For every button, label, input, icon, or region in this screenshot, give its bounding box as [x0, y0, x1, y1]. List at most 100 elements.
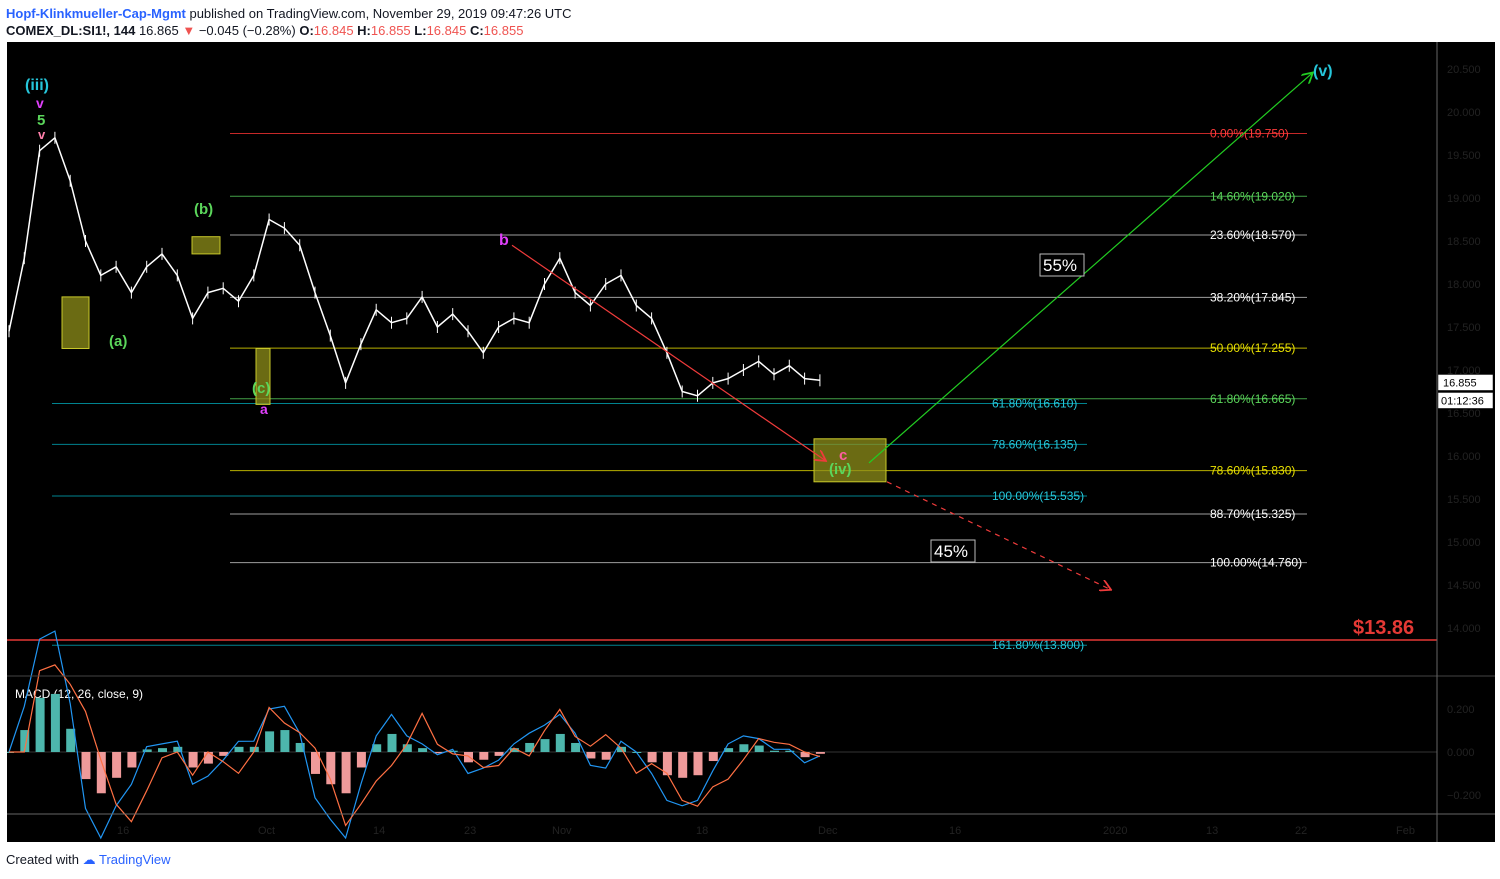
low-label: L: [414, 23, 427, 38]
fib-level-label: 61.80%(16.610) [992, 397, 1077, 411]
macd-histogram-bar [96, 752, 106, 794]
support-label: $13.86 [1353, 617, 1414, 639]
chart-header: Hopf-Klinkmueller-Cap-Mgmt published on … [6, 4, 1496, 40]
macd-histogram-bar [203, 752, 213, 764]
time-tick-label: Dec [818, 825, 838, 837]
macd-tick-label: −0.200 [1447, 790, 1481, 802]
symbol-line: COMEX_DL:SI1!, 144 16.865 ▼ −0.045 (−0.2… [6, 23, 523, 38]
macd-title: MACD (12, 26, close, 9) [15, 687, 143, 701]
macd-histogram-bar [815, 752, 825, 754]
fib-level-label: 61.80%(16.665) [1210, 392, 1295, 406]
price-tick-label: 14.500 [1447, 580, 1481, 592]
fib-level-label: 50.00%(17.255) [1210, 341, 1295, 355]
wave-zone-box [61, 296, 90, 349]
macd-histogram-bar [142, 749, 152, 752]
wave-labels: (iii)v5v(a)(b)(c)abc(iv)(v) [25, 63, 1333, 478]
high-label: H: [357, 23, 371, 38]
macd-histogram-bar [708, 752, 718, 762]
macd-histogram-bar [739, 744, 749, 752]
wave-label-v-pink: v [38, 127, 46, 142]
countdown-box [1437, 392, 1494, 409]
macd-histogram-bar [81, 752, 91, 780]
wave-label-c-paren: (c) [252, 380, 270, 397]
countdown-label: 01:12:36 [1441, 395, 1484, 407]
price-change: −0.045 (−0.28%) [198, 23, 296, 38]
macd-histogram-bar [601, 752, 611, 760]
macd-histogram-bar [662, 752, 672, 776]
price-tick-label: 15.000 [1447, 537, 1481, 549]
footer: Created with ☁ TradingView [6, 852, 171, 868]
arrow-down-red [511, 244, 825, 460]
time-tick-label: 13 [1206, 825, 1218, 837]
time-tick-label: 2020 [1103, 825, 1127, 837]
wave-zone-box [191, 236, 221, 255]
macd-histogram-bar [540, 739, 550, 752]
chart-area[interactable]: 0.00%(19.750) 14.60%(19.020) 23.60%(18.570… [5, 42, 1495, 842]
chart-background [7, 42, 1495, 842]
macd-histogram-bar [326, 752, 336, 785]
fib-level-label: 38.20%(17.845) [1210, 290, 1295, 304]
macd-histogram-bar [50, 693, 60, 752]
price-tick-label: 19.000 [1447, 193, 1481, 205]
time-tick-label: Nov [552, 825, 572, 837]
macd-histogram-bar [754, 745, 764, 752]
current-price-box [1437, 374, 1494, 391]
time-tick-label: 23 [464, 825, 476, 837]
macd-histogram-bar [448, 750, 458, 752]
macd-histogram-bar [647, 752, 657, 763]
wave-zone-box [255, 348, 271, 405]
macd-histogram-bar [356, 752, 366, 768]
author-link[interactable]: Hopf-Klinkmueller-Cap-Mgmt [6, 6, 186, 21]
fib-level-label: 78.60%(16.135) [992, 437, 1077, 451]
price-tick-label: 17.500 [1447, 322, 1481, 334]
macd-histogram-bar [387, 733, 397, 752]
time-tick-label: 14 [373, 825, 385, 837]
macd-histogram-bar [112, 752, 122, 778]
macd-histogram-bar [234, 746, 244, 752]
fib-level-label: 100.00%(15.535) [992, 489, 1084, 503]
macd-histogram-bar [418, 748, 428, 752]
macd-histogram-bar [509, 748, 519, 752]
symbol-name[interactable]: COMEX_DL:SI1!, 144 [6, 23, 136, 38]
close-label: C: [469, 23, 484, 38]
current-price-label: 16.855 [1443, 377, 1477, 389]
time-tick-label: 16 [949, 825, 961, 837]
macd-histogram-bar [586, 752, 596, 759]
fib-levels: 0.00%(19.750) 14.60%(19.020) 23.60%(18.570… [7, 127, 1437, 652]
arrow-down-dashed [886, 481, 1110, 590]
wave-label-v-target: (v) [1313, 63, 1333, 80]
wave-label-c-small: c [839, 447, 847, 464]
time-tick-label: Oct [258, 825, 275, 837]
wave-label-iv: (iv) [829, 461, 852, 478]
macd-histogram-bar [188, 752, 198, 768]
scenario-up-label: 55% [1043, 256, 1077, 275]
macd-histogram-bar [35, 697, 45, 752]
price-series [8, 131, 821, 402]
macd-histogram-bar [66, 728, 76, 752]
macd-pane: MACD (12, 26, close, 9) [5, 630, 1437, 840]
wave-label-iii: (iii) [25, 77, 49, 94]
chart-svg[interactable]: 0.00%(19.750) 14.60%(19.020) 23.60%(18.570… [5, 42, 1495, 842]
price-tick-label: 16.500 [1447, 408, 1481, 420]
created-with-label: Created with [6, 852, 79, 867]
macd-histogram-bar [785, 750, 795, 752]
macd-histogram-bar [402, 744, 412, 752]
price-tick-label: 20.500 [1447, 64, 1481, 76]
wave-label-a-paren: (a) [109, 333, 127, 350]
down-arrow-icon: ▼ [182, 23, 196, 38]
fib-level-label: 88.70%(15.325) [1210, 507, 1295, 521]
tradingview-brand-link[interactable]: TradingView [99, 852, 171, 867]
macd-histogram-bar [479, 752, 489, 760]
macd-histogram-bar [693, 752, 703, 776]
open-label: O: [299, 23, 314, 38]
wave-label-five: 5 [37, 112, 45, 129]
time-tick-label: 16 [117, 825, 129, 837]
scenario-up-box [1039, 253, 1085, 277]
last-price: 16.865 [138, 23, 179, 38]
macd-tick-label: 0.200 [1447, 704, 1475, 716]
fib-level-label: 161.80%(13.800) [992, 638, 1084, 652]
macd-histogram-bar [265, 731, 275, 752]
macd-signal-line [9, 664, 821, 827]
price-tick-label: 18.500 [1447, 236, 1481, 248]
macd-histogram-bar [525, 742, 535, 752]
